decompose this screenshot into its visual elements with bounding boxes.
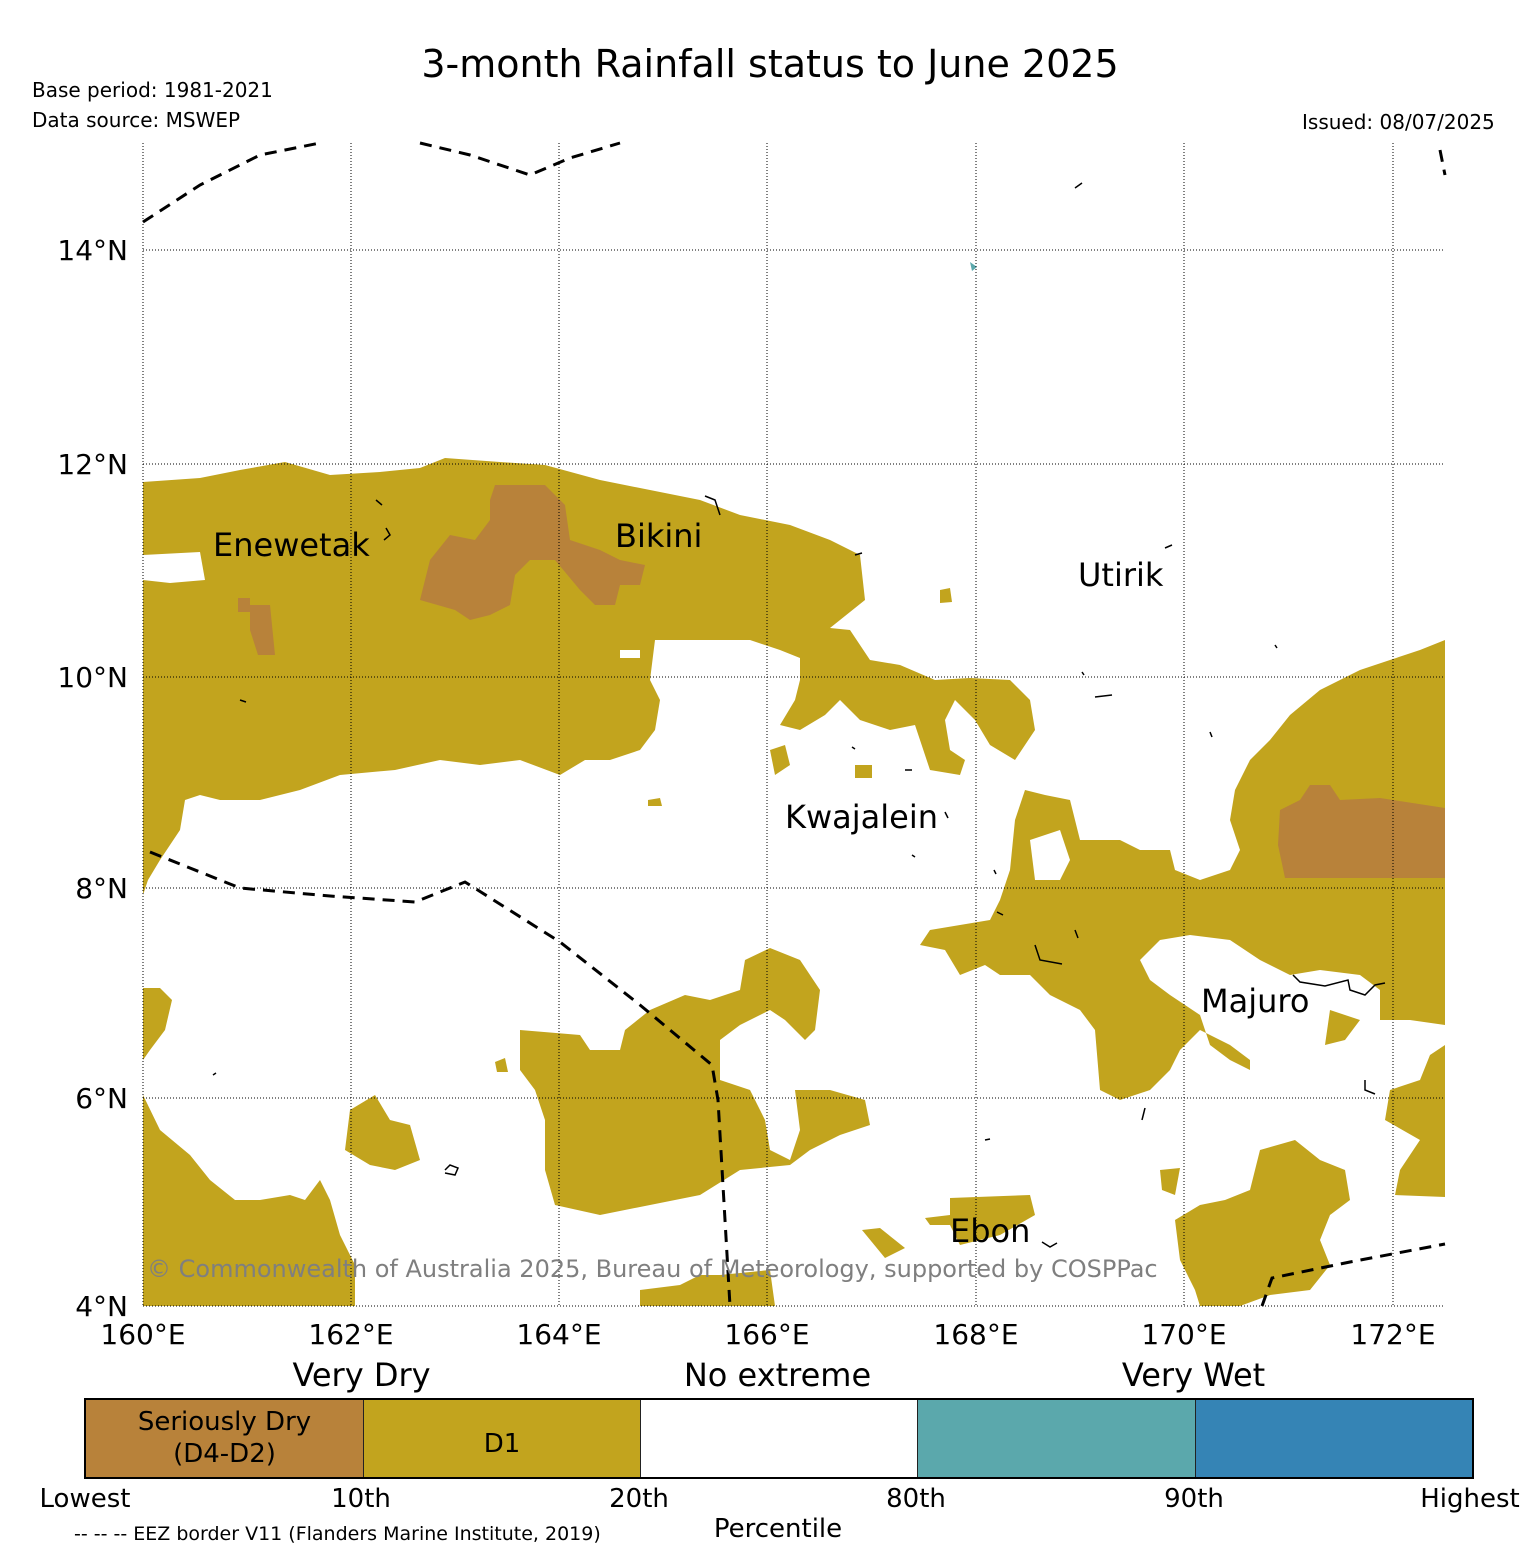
d1-islet — [640, 1270, 775, 1306]
legend-segment-wet-80-90 — [917, 1400, 1195, 1477]
seriously-dry-patch — [250, 605, 275, 655]
gap — [1030, 830, 1070, 880]
place-bikini: Bikini — [615, 517, 702, 555]
percentile-highest: Highest — [1420, 1484, 1520, 1514]
eez-footnote: -- -- -- EEZ border V11 (Flanders Marine… — [74, 1523, 601, 1545]
d1-islet — [855, 765, 872, 778]
place-kwajalein: Kwajalein — [785, 798, 938, 836]
lat-label: 10°N — [57, 661, 128, 694]
legend-very-dry: Very Dry — [292, 1356, 431, 1394]
d1-islet — [648, 798, 662, 806]
legend-seriously-dry-line1: Seriously Dry — [137, 1407, 312, 1437]
seriously-dry-patch-east — [1278, 785, 1445, 878]
d1-islet — [925, 1215, 955, 1225]
percentile-lowest: Lowest — [39, 1484, 131, 1514]
lon-label: 162°E — [308, 1318, 393, 1351]
d1-islet — [1385, 1045, 1445, 1197]
legend-d1-label: D1 — [483, 1429, 521, 1459]
d1-islet — [950, 1195, 1035, 1245]
lon-label: 168°E — [933, 1318, 1018, 1351]
lat-label: 6°N — [75, 1082, 128, 1115]
legend-no-extreme: No extreme — [683, 1356, 872, 1394]
place-majuro: Majuro — [1201, 982, 1309, 1020]
d1-islet — [1325, 1010, 1360, 1045]
lon-label: 160°E — [100, 1318, 185, 1351]
copyright-notice: © Commonwealth of Australia 2025, Bureau… — [147, 1255, 1158, 1283]
legend-segment-wet-90-plus — [1195, 1400, 1472, 1477]
lat-label: 8°N — [75, 872, 128, 905]
percentile-90th: 90th — [1164, 1484, 1224, 1514]
lat-label: 4°N — [75, 1290, 128, 1323]
legend-colorbar: Seriously Dry (D4-D2) D1 — [84, 1398, 1474, 1479]
base-period: Base period: 1981-2021 — [32, 78, 273, 102]
atoll-outlines — [212, 182, 1386, 1248]
lon-label: 164°E — [516, 1318, 601, 1351]
d1-islet — [345, 1095, 420, 1170]
wet-marker — [970, 262, 977, 271]
percentile-10th: 10th — [331, 1484, 391, 1514]
place-utirik: Utirik — [1078, 556, 1164, 594]
d1-region-sw — [143, 1095, 355, 1306]
legend-segment-seriously-dry: Seriously Dry (D4-D2) — [86, 1400, 363, 1477]
d1-region-sw-edge — [143, 988, 172, 1060]
map-title: 3-month Rainfall status to June 2025 — [421, 42, 1119, 86]
lat-label: 14°N — [57, 234, 128, 267]
seriously-dry-patch — [420, 485, 645, 620]
latitude-labels: 14°N 12°N 10°N 8°N 6°N 4°N — [57, 234, 128, 1323]
d1-islet — [940, 588, 952, 603]
dry-regions — [143, 458, 1445, 1306]
legend-very-wet: Very Wet — [1121, 1356, 1266, 1394]
d1-islet — [770, 745, 790, 775]
seriously-dry-patch — [238, 598, 250, 612]
d1-region-south-central — [520, 948, 870, 1215]
data-source: Data source: MSWEP — [32, 108, 241, 132]
d1-region-se — [1175, 1140, 1350, 1306]
legend-segment-no-extreme — [640, 1400, 917, 1477]
d1-region-central — [780, 625, 1035, 775]
d1-islet — [495, 1058, 508, 1072]
percentile-20th: 20th — [609, 1484, 669, 1514]
gap — [620, 650, 640, 658]
place-enewetak: Enewetak — [213, 526, 370, 564]
lon-label: 170°E — [1141, 1318, 1226, 1351]
percentile-80th: 80th — [886, 1484, 946, 1514]
d1-islet — [1160, 1168, 1180, 1195]
legend-seriously-dry-line2: (D4-D2) — [173, 1439, 276, 1469]
issued-date: Issued: 08/07/2025 — [1302, 110, 1495, 134]
longitude-labels: 160°E 162°E 164°E 166°E 168°E 170°E 172°… — [100, 1318, 1435, 1351]
place-labels: Enewetak Bikini Utirik Kwajalein Majuro … — [213, 517, 1309, 1250]
percentile-axis-title: Percentile — [713, 1514, 843, 1544]
lon-label: 166°E — [724, 1318, 809, 1351]
gap — [143, 552, 205, 583]
lon-label: 172°E — [1350, 1318, 1435, 1351]
d1-region-east — [920, 640, 1445, 1100]
lat-label: 12°N — [57, 448, 128, 481]
graticule — [142, 143, 1445, 1307]
place-ebon: Ebon — [950, 1212, 1030, 1250]
d1-islet — [862, 1228, 905, 1258]
eez-borders — [142, 141, 1447, 1307]
legend-segment-d1: D1 — [363, 1400, 640, 1477]
